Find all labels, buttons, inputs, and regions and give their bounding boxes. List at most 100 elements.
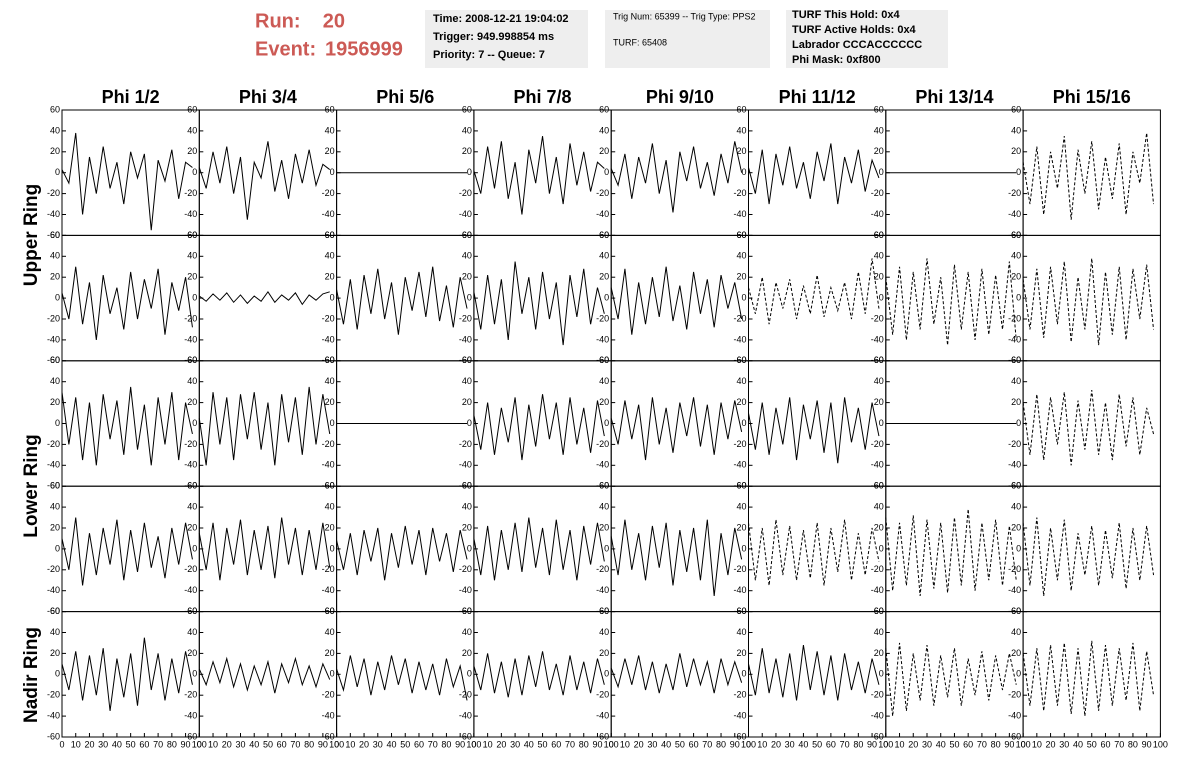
y-tick-label: 60	[1011, 606, 1021, 616]
y-tick-label: 20	[874, 272, 884, 282]
column-title: Phi 7/8	[514, 87, 572, 107]
y-tick-label: -40	[733, 334, 746, 344]
y-tick-label: -40	[1008, 209, 1021, 219]
y-tick-label: 0	[879, 292, 884, 302]
waveform	[748, 397, 880, 464]
y-tick-label: 60	[325, 481, 335, 491]
y-tick-label: 0	[55, 543, 60, 553]
y-tick-label: 0	[330, 543, 335, 553]
y-tick-label: 20	[1011, 397, 1021, 407]
x-tick-label: 30	[98, 739, 108, 749]
y-tick-label: 40	[736, 627, 746, 637]
y-tick-label: 60	[874, 606, 884, 616]
y-tick-label: 0	[1016, 543, 1021, 553]
y-tick-label: -20	[733, 439, 746, 449]
y-tick-label: -40	[733, 710, 746, 720]
x-tick-label: 10	[71, 739, 81, 749]
y-tick-label: -20	[184, 188, 197, 198]
y-tick-label: -40	[184, 585, 197, 595]
y-tick-label: -60	[596, 606, 609, 616]
column-title: Phi 11/12	[779, 87, 856, 107]
waveform	[885, 642, 1017, 717]
y-tick-label: 60	[736, 230, 746, 240]
waveform	[748, 519, 880, 586]
y-tick-label: 0	[879, 543, 884, 553]
y-tick-label: -20	[459, 439, 472, 449]
y-tick-label: -20	[1008, 439, 1021, 449]
row-label: Lower Ring	[21, 434, 42, 537]
x-tick-label: 60	[826, 739, 836, 749]
x-tick-label: 100	[192, 739, 207, 749]
y-tick-label: -20	[596, 313, 609, 323]
y-tick-label: -60	[322, 230, 335, 240]
y-tick-label: 60	[599, 104, 609, 114]
y-tick-label: 0	[604, 292, 609, 302]
waveform	[473, 651, 605, 698]
y-tick-label: -20	[322, 188, 335, 198]
y-tick-label: 40	[325, 501, 335, 511]
y-tick-label: 20	[325, 146, 335, 156]
x-tick-label: 0	[1021, 739, 1026, 749]
y-tick-label: -40	[871, 710, 884, 720]
y-tick-label: -60	[459, 731, 472, 741]
x-tick-label: 50	[812, 739, 822, 749]
y-tick-label: -20	[47, 188, 60, 198]
x-tick-label: 10	[345, 739, 355, 749]
panel-frame	[1022, 234, 1161, 362]
y-tick-label: -20	[47, 439, 60, 449]
waveform	[885, 509, 1017, 596]
y-tick-label: -40	[733, 585, 746, 595]
x-tick-label: 100	[1016, 739, 1031, 749]
y-tick-label: 20	[325, 397, 335, 407]
y-tick-label: -20	[733, 188, 746, 198]
y-tick-label: -60	[322, 355, 335, 365]
y-tick-label: 20	[462, 397, 472, 407]
y-tick-label: -20	[596, 439, 609, 449]
info-box	[425, 10, 588, 68]
y-tick-label: 20	[874, 522, 884, 532]
panel-frame	[198, 611, 338, 738]
waveform	[748, 258, 880, 325]
y-tick-label: 0	[467, 418, 472, 428]
y-tick-label: 0	[330, 418, 335, 428]
y-tick-label: -20	[871, 439, 884, 449]
y-tick-label: 40	[187, 125, 197, 135]
info-line: Priority: 7 -- Queue: 7	[433, 49, 545, 61]
y-tick-label: -40	[596, 209, 609, 219]
waveform	[336, 525, 468, 581]
x-tick-label: 30	[235, 739, 245, 749]
y-tick-label: -20	[184, 439, 197, 449]
waveform	[610, 141, 743, 213]
y-tick-label: -60	[871, 230, 884, 240]
y-tick-label: -40	[871, 209, 884, 219]
x-tick-label: 20	[634, 739, 644, 749]
y-tick-label: 60	[1011, 104, 1021, 114]
x-tick-label: 0	[59, 739, 64, 749]
x-tick-label: 80	[1128, 739, 1138, 749]
y-tick-label: 40	[599, 627, 609, 637]
y-tick-label: -40	[596, 585, 609, 595]
y-tick-label: -60	[322, 481, 335, 491]
panel-frame	[610, 234, 750, 362]
y-tick-label: 0	[1016, 669, 1021, 679]
y-tick-label: 20	[736, 272, 746, 282]
y-tick-label: -20	[871, 690, 884, 700]
y-tick-label: 20	[874, 648, 884, 658]
y-tick-label: -20	[871, 564, 884, 574]
y-tick-label: -60	[1008, 606, 1021, 616]
y-tick-label: 20	[325, 648, 335, 658]
y-tick-label: -20	[459, 564, 472, 574]
x-tick-label: 70	[290, 739, 300, 749]
waveform	[1022, 390, 1155, 466]
x-tick-label: 30	[785, 739, 795, 749]
y-tick-label: 60	[599, 355, 609, 365]
y-tick-label: -20	[459, 690, 472, 700]
x-tick-label: 100	[466, 739, 481, 749]
y-tick-label: -60	[733, 481, 746, 491]
y-tick-label: 60	[736, 481, 746, 491]
waveform	[61, 132, 193, 231]
x-tick-label: 30	[1059, 739, 1069, 749]
x-tick-label: 90	[592, 739, 602, 749]
panel-frame	[61, 485, 200, 613]
y-tick-label: -40	[47, 585, 60, 595]
